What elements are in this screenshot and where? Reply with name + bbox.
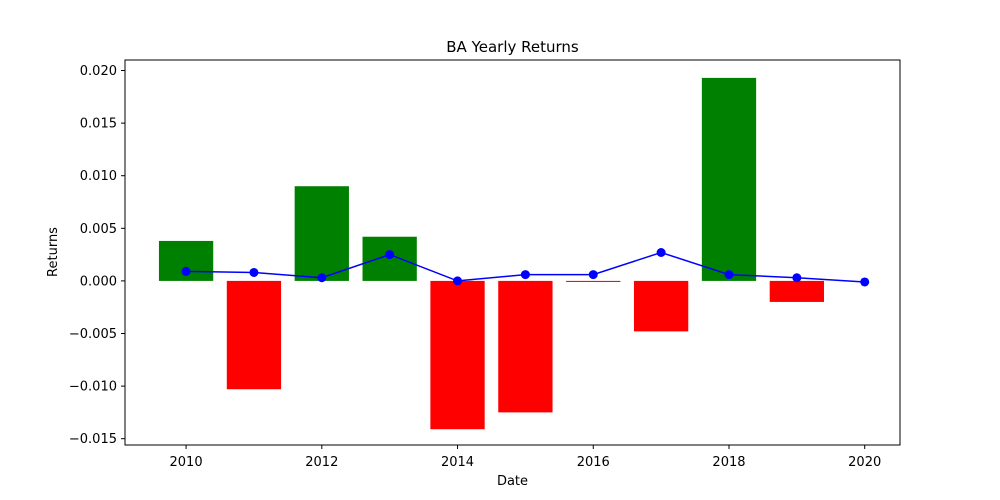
bar-2018 bbox=[701, 77, 757, 281]
bar-2016 bbox=[566, 280, 621, 282]
x-tick-label: 2020 bbox=[848, 455, 881, 470]
x-tick-label: 2014 bbox=[441, 455, 474, 470]
bar-2011 bbox=[226, 280, 282, 390]
y-tick-label: −0.010 bbox=[69, 380, 117, 395]
line-point-2015 bbox=[520, 270, 530, 280]
bar-2012 bbox=[294, 186, 349, 281]
y-tick-label: 0.005 bbox=[80, 222, 117, 237]
x-tick-label: 2012 bbox=[305, 455, 338, 470]
x-axis-title: Date bbox=[497, 474, 528, 489]
line-point-2018 bbox=[724, 270, 734, 280]
line-series bbox=[181, 248, 870, 287]
chart-title: BA Yearly Returns bbox=[446, 38, 579, 56]
plot-frame bbox=[124, 59, 901, 446]
x-tick-label: 2016 bbox=[577, 455, 610, 470]
bars-layer bbox=[158, 77, 824, 430]
x-tick-label: 2018 bbox=[712, 455, 745, 470]
y-axis: −0.015 −0.010 −0.005 0.000 0.005 0.010 0.015 0.… bbox=[69, 64, 125, 447]
line-point-2010 bbox=[181, 266, 191, 276]
y-tick-label: −0.015 bbox=[69, 432, 117, 447]
y-tick-label: 0.020 bbox=[80, 64, 117, 79]
y-axis-title: Returns bbox=[46, 227, 61, 277]
y-tick-label: 0.000 bbox=[80, 274, 117, 289]
x-axis: 2010 2012 2014 2016 2018 2020 bbox=[170, 445, 881, 470]
y-tick-label: −0.005 bbox=[69, 327, 117, 342]
y-tick-label: 0.015 bbox=[80, 117, 117, 132]
line-point-2019 bbox=[792, 273, 802, 283]
line-point-2012 bbox=[317, 273, 327, 283]
bar-2019 bbox=[769, 280, 824, 302]
bar-2015 bbox=[498, 280, 553, 413]
bar-2014 bbox=[430, 280, 485, 430]
line-point-2016 bbox=[588, 270, 598, 280]
x-tick-label: 2010 bbox=[170, 455, 203, 470]
bar-2017 bbox=[633, 280, 689, 332]
line-point-2017 bbox=[656, 248, 666, 257]
line-point-2020 bbox=[860, 277, 870, 287]
line-point-2013 bbox=[385, 250, 395, 260]
line-point-2014 bbox=[453, 276, 463, 286]
y-tick-label: 0.010 bbox=[80, 169, 117, 184]
line-point-2011 bbox=[249, 267, 259, 277]
